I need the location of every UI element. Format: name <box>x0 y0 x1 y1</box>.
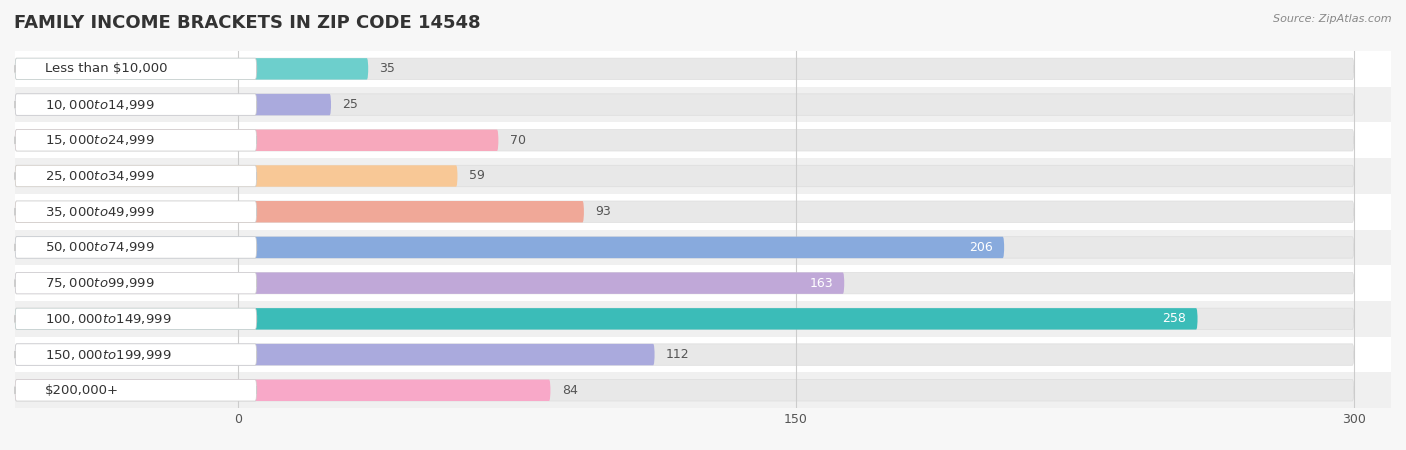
FancyBboxPatch shape <box>15 58 1354 80</box>
FancyBboxPatch shape <box>15 94 257 115</box>
Bar <box>15 87 1391 122</box>
Text: 70: 70 <box>509 134 526 147</box>
Text: $150,000 to $199,999: $150,000 to $199,999 <box>45 347 172 361</box>
Text: 163: 163 <box>810 277 834 290</box>
Text: 35: 35 <box>380 63 395 75</box>
FancyBboxPatch shape <box>15 165 257 187</box>
FancyBboxPatch shape <box>15 58 257 80</box>
FancyBboxPatch shape <box>15 379 551 401</box>
Text: 93: 93 <box>595 205 610 218</box>
FancyBboxPatch shape <box>15 308 1198 329</box>
Text: $75,000 to $99,999: $75,000 to $99,999 <box>45 276 155 290</box>
FancyBboxPatch shape <box>15 344 655 365</box>
FancyBboxPatch shape <box>15 344 1354 365</box>
Text: 206: 206 <box>969 241 993 254</box>
FancyBboxPatch shape <box>15 272 1354 294</box>
Text: FAMILY INCOME BRACKETS IN ZIP CODE 14548: FAMILY INCOME BRACKETS IN ZIP CODE 14548 <box>14 14 481 32</box>
FancyBboxPatch shape <box>15 379 1354 401</box>
Text: $100,000 to $149,999: $100,000 to $149,999 <box>45 312 172 326</box>
Text: $50,000 to $74,999: $50,000 to $74,999 <box>45 240 155 254</box>
Text: 112: 112 <box>666 348 689 361</box>
FancyBboxPatch shape <box>15 308 1354 329</box>
Bar <box>15 230 1391 266</box>
Bar <box>15 51 1391 87</box>
FancyBboxPatch shape <box>15 344 257 365</box>
FancyBboxPatch shape <box>15 237 1354 258</box>
Text: 84: 84 <box>561 384 578 397</box>
Bar <box>15 301 1391 337</box>
Text: $200,000+: $200,000+ <box>45 384 118 397</box>
Bar <box>15 158 1391 194</box>
Text: 59: 59 <box>468 170 485 183</box>
FancyBboxPatch shape <box>15 201 1354 222</box>
Text: $10,000 to $14,999: $10,000 to $14,999 <box>45 98 155 112</box>
Text: 25: 25 <box>342 98 359 111</box>
FancyBboxPatch shape <box>15 130 499 151</box>
Text: $35,000 to $49,999: $35,000 to $49,999 <box>45 205 155 219</box>
Text: $15,000 to $24,999: $15,000 to $24,999 <box>45 133 155 147</box>
FancyBboxPatch shape <box>15 272 845 294</box>
FancyBboxPatch shape <box>15 272 257 294</box>
FancyBboxPatch shape <box>15 308 257 329</box>
FancyBboxPatch shape <box>15 130 1354 151</box>
FancyBboxPatch shape <box>15 165 457 187</box>
FancyBboxPatch shape <box>15 237 257 258</box>
Text: $25,000 to $34,999: $25,000 to $34,999 <box>45 169 155 183</box>
FancyBboxPatch shape <box>15 165 1354 187</box>
Bar <box>15 122 1391 158</box>
Bar <box>15 373 1391 408</box>
FancyBboxPatch shape <box>15 379 257 401</box>
FancyBboxPatch shape <box>15 58 368 80</box>
FancyBboxPatch shape <box>15 237 1004 258</box>
FancyBboxPatch shape <box>15 201 257 222</box>
FancyBboxPatch shape <box>15 94 330 115</box>
Bar <box>15 194 1391 230</box>
FancyBboxPatch shape <box>15 130 257 151</box>
Text: Less than $10,000: Less than $10,000 <box>45 63 167 75</box>
Bar <box>15 266 1391 301</box>
Text: 258: 258 <box>1163 312 1187 325</box>
FancyBboxPatch shape <box>15 94 1354 115</box>
Bar <box>15 337 1391 373</box>
FancyBboxPatch shape <box>15 201 583 222</box>
Text: Source: ZipAtlas.com: Source: ZipAtlas.com <box>1274 14 1392 23</box>
